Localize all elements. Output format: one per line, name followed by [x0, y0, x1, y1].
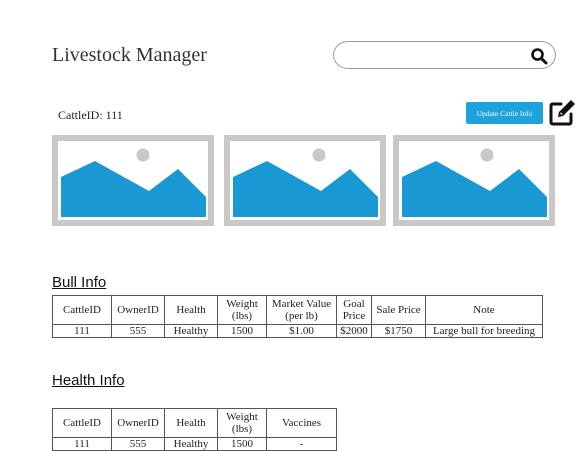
column-header: Health: [164, 408, 218, 438]
column-header: CattleID: [52, 295, 112, 325]
bull-info-table: CattleID OwnerID Health Weight (lbs) Mar…: [52, 295, 543, 338]
cattle-id-label: CattleID: 111: [58, 108, 123, 123]
column-header: Health: [164, 295, 218, 325]
table-cell: 111: [52, 437, 112, 451]
table-cell: $2000: [336, 324, 372, 338]
table-cell: 1500: [217, 324, 267, 338]
table-cell: 555: [111, 324, 165, 338]
column-header: OwnerID: [111, 408, 165, 438]
health-info-table: CattleID OwnerID Health Weight (lbs) Vac…: [52, 408, 337, 451]
table-header-row: CattleID OwnerID Health Weight (lbs) Vac…: [52, 408, 337, 438]
table-cell: 111: [52, 324, 112, 338]
table-cell: Healthy: [164, 324, 218, 338]
column-header: CattleID: [52, 408, 112, 438]
cattle-id-caption: CattleID:: [58, 108, 103, 122]
column-header: Sale Price: [371, 295, 426, 325]
table-cell: 555: [111, 437, 165, 451]
column-header: Weight (lbs): [217, 408, 267, 438]
page-title: Livestock Manager: [52, 44, 207, 66]
table-cell: -: [266, 437, 337, 451]
table-cell: $1.00: [266, 324, 337, 338]
pencil-square-icon[interactable]: [547, 98, 577, 128]
table-cell: 1500: [217, 437, 267, 451]
column-header: Goal Price: [336, 295, 372, 325]
search-bar[interactable]: [333, 41, 556, 69]
column-header: Weight (lbs): [217, 295, 267, 325]
update-cattle-info-button[interactable]: Update Cattle Info: [466, 102, 543, 124]
search-icon[interactable]: [530, 47, 548, 65]
column-header: Note: [425, 295, 543, 325]
cattle-photo-2: [224, 135, 386, 226]
table-cell: Healthy: [164, 437, 218, 451]
column-header: Market Value (per lb): [266, 295, 337, 325]
health-info-heading: Health Info: [52, 372, 125, 389]
bull-info-heading: Bull Info: [52, 274, 107, 291]
table-cell: Large bull for breeding: [425, 324, 543, 338]
search-input[interactable]: [348, 46, 532, 66]
table-row: 111 555 Healthy 1500 $1.00 $2000 $1750 L…: [52, 324, 543, 338]
cattle-id-value: 111: [105, 108, 123, 122]
cattle-photo-1: [52, 135, 214, 226]
table-header-row: CattleID OwnerID Health Weight (lbs) Mar…: [52, 295, 543, 325]
table-cell: $1750: [371, 324, 426, 338]
column-header: Vaccines: [266, 408, 337, 438]
table-row: 111 555 Healthy 1500 -: [52, 437, 337, 451]
cattle-photo-3: [393, 135, 555, 226]
column-header: OwnerID: [111, 295, 165, 325]
